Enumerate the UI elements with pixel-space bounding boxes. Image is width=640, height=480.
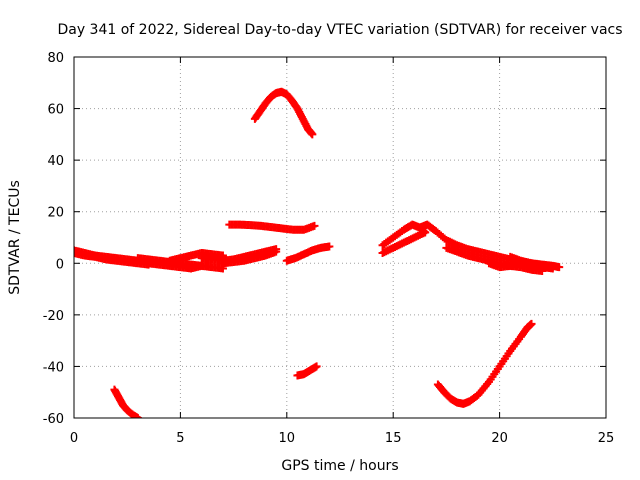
data-point: [272, 247, 281, 256]
series-track-9: [282, 242, 334, 265]
series-track-2: [74, 248, 153, 269]
data-point: [312, 362, 321, 371]
y-tick-label: -40: [43, 360, 64, 375]
y-tick-label: 40: [47, 154, 64, 169]
data-point: [325, 242, 334, 251]
data-marks: [74, 87, 564, 418]
x-tick-label: 20: [491, 431, 508, 446]
y-tick-label: -60: [43, 412, 64, 427]
y-tick-label: 0: [56, 257, 64, 272]
x-tick-label: 5: [176, 431, 184, 446]
series-track-4: [144, 259, 206, 273]
x-tick-label: 15: [385, 431, 402, 446]
data-point: [133, 414, 142, 418]
y-tick-label: 80: [47, 51, 64, 66]
series-track-19: [433, 319, 536, 408]
x-tick-label: 25: [598, 431, 615, 446]
series-track-8: [225, 220, 319, 234]
data-point: [310, 221, 319, 230]
grid-lines: [74, 57, 606, 418]
data-point: [197, 261, 206, 270]
series-track-10: [250, 87, 317, 139]
series-track-11: [293, 362, 321, 380]
y-tick-label: -20: [43, 309, 64, 324]
y-tick-label: 20: [47, 206, 64, 221]
axis-ticks: 0 5 10 15 20 25 -60 -40 -20 0 20 40 60 80: [43, 51, 615, 446]
y-tick-label: 60: [47, 103, 64, 118]
x-axis-label: GPS time / hours: [281, 458, 398, 474]
data-point: [421, 228, 430, 237]
plot-frame: [73, 56, 607, 419]
x-tick-label: 0: [70, 431, 78, 446]
y-axis-label: SDTVAR / TECUs: [7, 180, 23, 295]
series-track-7: [218, 247, 281, 268]
chart-title: Day 341 of 2022, Sidereal Day-to-day VTE…: [57, 22, 622, 38]
series-track-18: [506, 252, 557, 272]
data-point: [308, 130, 317, 139]
data-point: [548, 263, 557, 272]
data-point: [527, 319, 536, 328]
series-track-12: [110, 385, 142, 418]
x-tick-label: 10: [279, 431, 296, 446]
